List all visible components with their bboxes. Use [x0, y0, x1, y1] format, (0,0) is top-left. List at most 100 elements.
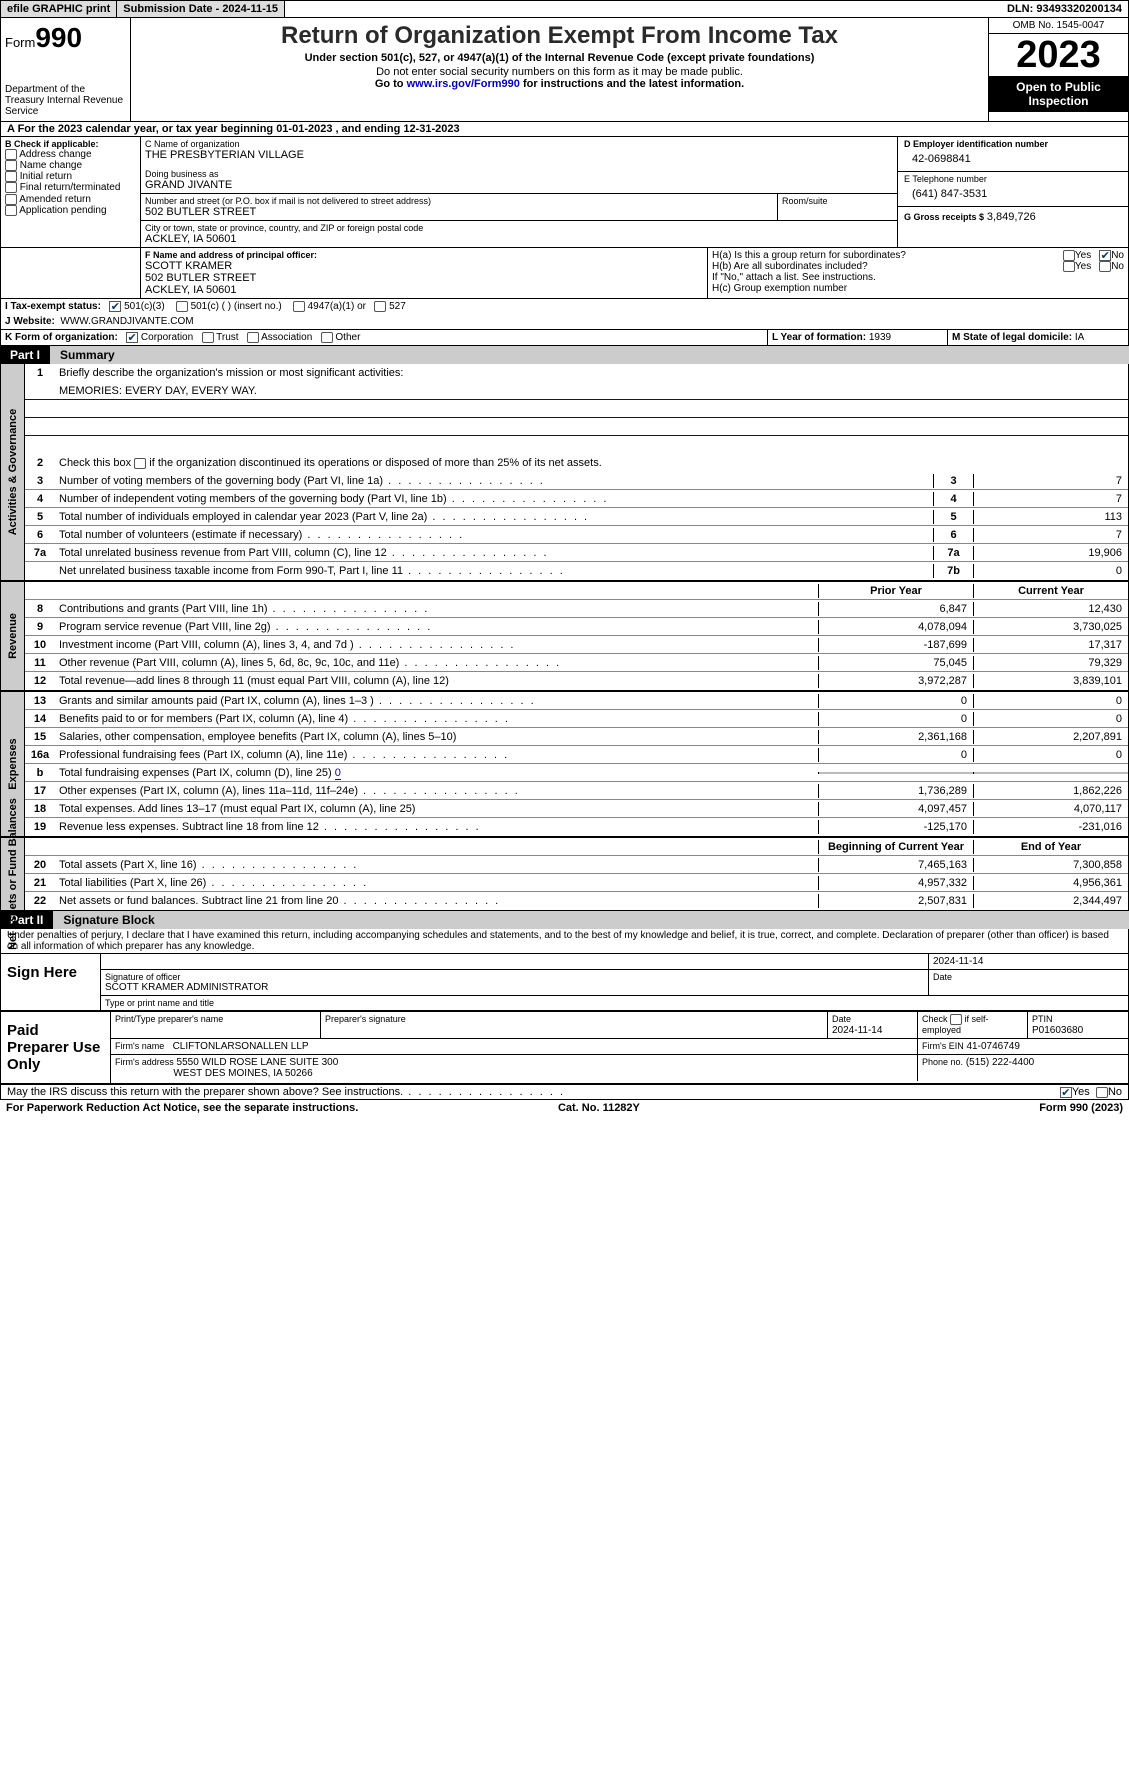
section-b-label: B Check if applicable:: [5, 139, 136, 149]
state-domicile: IA: [1075, 332, 1084, 343]
line-ij: I Tax-exempt status: 501(c)(3) 501(c) ( …: [0, 299, 1129, 330]
corp-check[interactable]: [126, 332, 138, 343]
prep-date: 2024-11-14: [832, 1025, 882, 1036]
l16a-current: 0: [973, 748, 1128, 762]
opt-name-change[interactable]: Name change: [5, 160, 136, 171]
signature-section: Sign Here 2024-11-14 Signature of office…: [0, 954, 1129, 1012]
dba-label: Doing business as: [145, 169, 893, 179]
discuss-yes[interactable]: [1060, 1087, 1072, 1098]
l7a-text: Total unrelated business revenue from Pa…: [55, 546, 933, 560]
dept-label: Department of the Treasury Internal Reve…: [5, 84, 126, 117]
hb-label: H(b) Are all subordinates included?: [712, 261, 1063, 272]
l4-value: 7: [973, 492, 1128, 506]
assoc-check[interactable]: [247, 332, 259, 343]
ha-label: H(a) Is this a group return for subordin…: [712, 250, 1063, 261]
pra-notice: For Paperwork Reduction Act Notice, see …: [6, 1102, 358, 1114]
l15-current: 2,207,891: [973, 730, 1128, 744]
l1-text: Briefly describe the organization's miss…: [55, 366, 1128, 380]
discuss-row: May the IRS discuss this return with the…: [0, 1085, 1129, 1100]
city-label: City or town, state or province, country…: [145, 223, 893, 233]
firm-ein: 41-0746749: [967, 1041, 1020, 1052]
l9-text: Program service revenue (Part VIII, line…: [55, 620, 818, 634]
form-number: Form990: [5, 22, 126, 54]
discuss-no[interactable]: [1096, 1087, 1108, 1098]
tax-exempt-status: I Tax-exempt status: 501(c)(3) 501(c) ( …: [5, 301, 1124, 312]
l8-text: Contributions and grants (Part VIII, lin…: [55, 602, 818, 616]
revenue-vlabel: Revenue: [7, 613, 19, 659]
phone-value: (641) 847-3531: [904, 184, 1122, 204]
l16a-prior: 0: [818, 748, 973, 762]
website-value: WWW.GRANDJIVANTE.COM: [60, 316, 193, 327]
501c-check[interactable]: [176, 301, 188, 312]
l18-text: Total expenses. Add lines 13–17 (must eq…: [55, 802, 818, 816]
l14-text: Benefits paid to or for members (Part IX…: [55, 712, 818, 726]
officer-sig-name: SCOTT KRAMER ADMINISTRATOR: [105, 982, 924, 993]
l13-prior: 0: [818, 694, 973, 708]
l12-current: 3,839,101: [973, 674, 1128, 688]
efile-print-button[interactable]: efile GRAPHIC print: [1, 1, 117, 17]
4947-check[interactable]: [293, 301, 305, 312]
self-emp-check[interactable]: [950, 1014, 962, 1025]
opt-final-return[interactable]: Final return/terminated: [5, 182, 136, 193]
ha-yes[interactable]: [1063, 250, 1075, 261]
form-footer: Form 990 (2023): [1039, 1102, 1123, 1114]
governance-section: Activities & Governance 1Briefly describ…: [0, 364, 1129, 581]
l6-value: 7: [973, 528, 1128, 542]
ein-value: 42-0698841: [904, 149, 1122, 169]
form-header: Form990 Department of the Treasury Inter…: [0, 18, 1129, 122]
officer-addr2: ACKLEY, IA 50601: [145, 284, 703, 296]
ssn-note: Do not enter social security numbers on …: [135, 66, 984, 78]
hc-label: H(c) Group exemption number: [712, 283, 1124, 294]
line-a: A For the 2023 calendar year, or tax yea…: [0, 122, 1129, 137]
l22-text: Net assets or fund balances. Subtract li…: [55, 894, 818, 908]
l12-text: Total revenue—add lines 8 through 11 (mu…: [55, 674, 818, 688]
officer-label: F Name and address of principal officer:: [145, 250, 703, 260]
ha-no[interactable]: [1099, 250, 1111, 261]
org-name-label: C Name of organization: [145, 139, 893, 149]
hb-yes[interactable]: [1063, 261, 1075, 272]
ein-label: D Employer identification number: [904, 139, 1122, 149]
hb-no[interactable]: [1099, 261, 1111, 272]
governance-vlabel: Activities & Governance: [7, 409, 19, 536]
website-row: J Website: WWW.GRANDJIVANTE.COM: [5, 316, 1124, 327]
org-name: THE PRESBYTERIAN VILLAGE: [145, 149, 893, 161]
l5-text: Total number of individuals employed in …: [55, 510, 933, 524]
sign-date: 2024-11-14: [928, 954, 1128, 969]
l11-current: 79,329: [973, 656, 1128, 670]
l7b-value: 0: [973, 564, 1128, 578]
l11-prior: 75,045: [818, 656, 973, 670]
prior-year-hdr: Prior Year: [818, 584, 973, 598]
501c3-check[interactable]: [109, 301, 121, 312]
l20-prior: 7,465,163: [818, 858, 973, 872]
l21-prior: 4,957,332: [818, 876, 973, 890]
netassets-section: Net Assets or Fund Balances Beginning of…: [0, 837, 1129, 911]
l22-prior: 2,507,831: [818, 894, 973, 908]
prep-name-lbl: Print/Type preparer's name: [111, 1012, 321, 1038]
opt-application-pending[interactable]: Application pending: [5, 205, 136, 216]
prep-sig-lbl: Preparer's signature: [321, 1012, 828, 1038]
date-label: Date: [933, 972, 1124, 982]
year-formation: 1939: [869, 332, 891, 343]
netassets-vlabel: Net Assets or Fund Balances: [7, 798, 19, 950]
officer-addr1: 502 BUTLER STREET: [145, 272, 703, 284]
sig-officer-label: Signature of officer: [105, 972, 924, 982]
l2-check[interactable]: [134, 458, 146, 469]
current-year-hdr: Current Year: [973, 584, 1128, 598]
cat-no: Cat. No. 11282Y: [558, 1102, 640, 1114]
l16b-text: Total fundraising expenses (Part IX, col…: [55, 766, 818, 780]
irs-link[interactable]: www.irs.gov/Form990: [407, 78, 520, 90]
527-check[interactable]: [374, 301, 386, 312]
l11-text: Other revenue (Part VIII, column (A), li…: [55, 656, 818, 670]
l4-text: Number of independent voting members of …: [55, 492, 933, 506]
hb-note: If "No," attach a list. See instructions…: [712, 272, 1124, 283]
l10-text: Investment income (Part VIII, column (A)…: [55, 638, 818, 652]
l21-current: 4,956,361: [973, 876, 1128, 890]
trust-check[interactable]: [202, 332, 214, 343]
city: ACKLEY, IA 50601: [145, 233, 893, 245]
l18-prior: 4,097,457: [818, 802, 973, 816]
other-check[interactable]: [321, 332, 333, 343]
opt-address-change[interactable]: Address change: [5, 149, 136, 160]
firm-addr2: WEST DES MOINES, IA 50266: [173, 1068, 312, 1079]
opt-amended-return[interactable]: Amended return: [5, 194, 136, 205]
opt-initial-return[interactable]: Initial return: [5, 171, 136, 182]
